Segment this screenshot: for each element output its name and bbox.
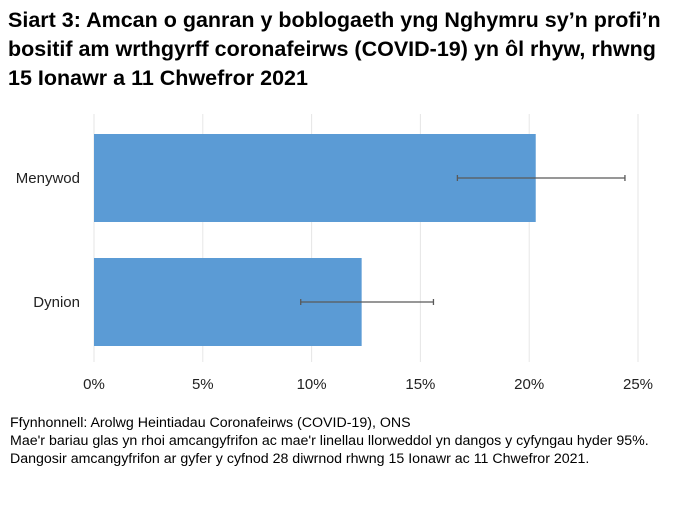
x-tick-label: 0% [83,376,105,393]
description-note: Mae'r bariau glas yn rhoi amcangyfrifon … [10,433,649,467]
chart-title: Siart 3: Amcan o ganran y boblogaeth yng… [8,8,661,90]
x-tick-label: 5% [192,376,214,393]
x-tick-label: 15% [405,376,435,393]
chart-notes: Ffynhonnell: Arolwg Heintiadau Coronafei… [10,414,670,468]
x-tick-label: 10% [297,376,327,393]
x-tick-label: 25% [623,376,653,393]
category-label: Menywod [16,170,80,187]
bar-chart: 0% 5% 10% 15% 20% 25% Menywod Dynion [16,114,653,393]
x-tick-label: 20% [514,376,544,393]
category-label: Dynion [33,294,80,311]
source-note: Ffynhonnell: Arolwg Heintiadau Coronafei… [10,415,411,431]
